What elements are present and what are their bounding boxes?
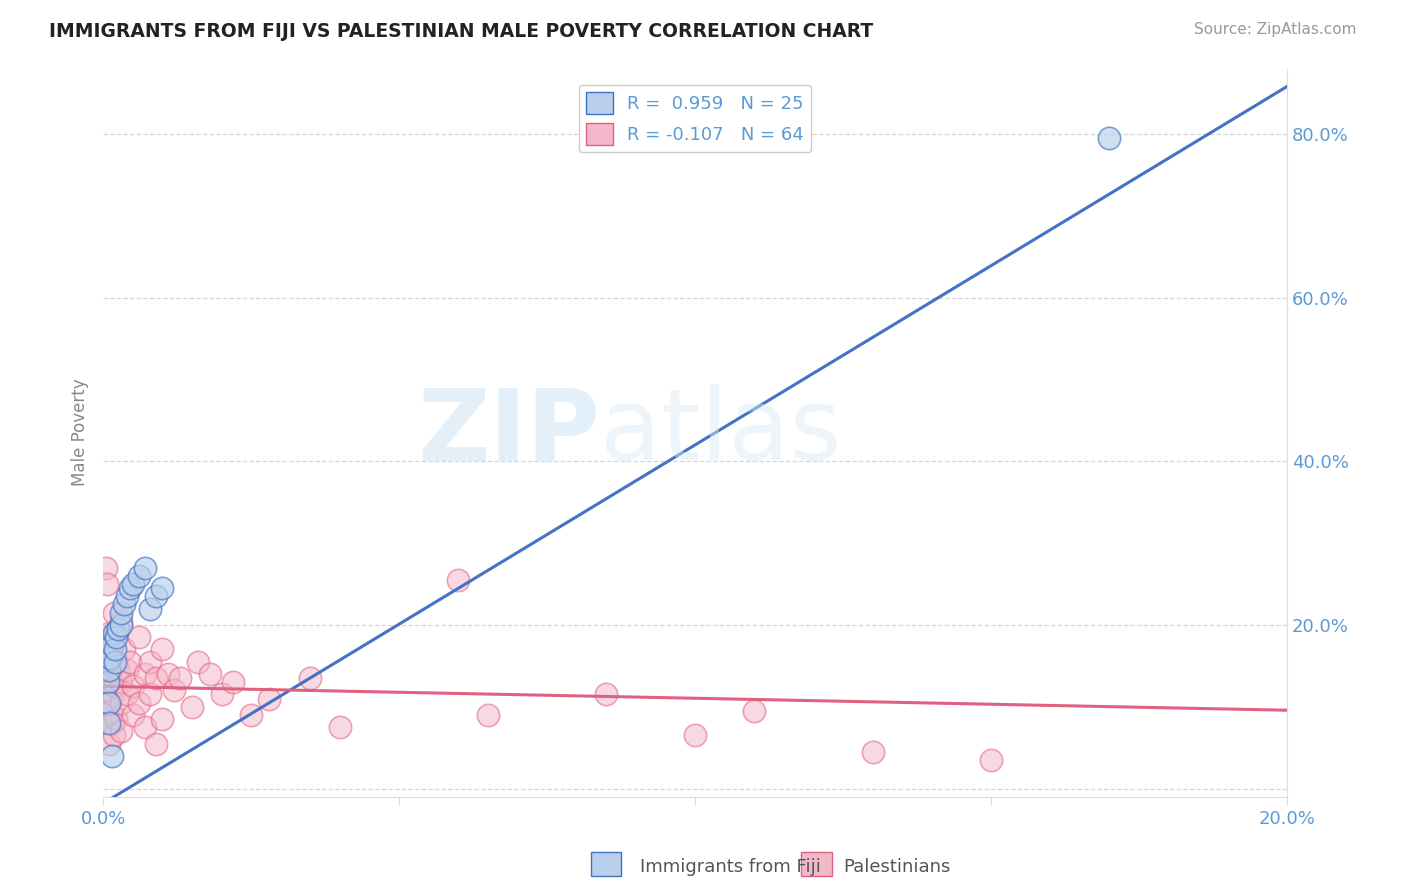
- Point: [98, 650, 121, 665]
- Point: [110, 606, 132, 620]
- Point: [97, 675, 120, 690]
- Point: [169, 671, 191, 685]
- Point: [115, 589, 138, 603]
- Point: [121, 707, 143, 722]
- Point: [94, 683, 117, 698]
- Point: [98, 626, 121, 640]
- Point: [96, 655, 118, 669]
- Point: [110, 618, 132, 632]
- Point: [104, 655, 127, 669]
- Point: [101, 748, 124, 763]
- Point: [211, 688, 233, 702]
- Point: [257, 691, 280, 706]
- Point: [150, 581, 173, 595]
- Point: [115, 663, 138, 677]
- Text: Palestinians: Palestinians: [844, 858, 950, 876]
- Point: [110, 675, 132, 690]
- Point: [299, 671, 322, 685]
- Point: [96, 716, 118, 731]
- Point: [121, 679, 143, 693]
- Point: [110, 696, 132, 710]
- Point: [477, 707, 499, 722]
- Point: [107, 663, 129, 677]
- Point: [121, 577, 143, 591]
- Point: [139, 655, 162, 669]
- Point: [98, 737, 121, 751]
- Point: [134, 720, 156, 734]
- Point: [110, 724, 132, 739]
- Point: [94, 707, 117, 722]
- Point: [100, 704, 122, 718]
- Point: [101, 639, 124, 653]
- Point: [93, 667, 115, 681]
- Point: [128, 569, 150, 583]
- Point: [103, 626, 125, 640]
- Point: [104, 679, 127, 693]
- Point: [240, 707, 263, 722]
- Point: [118, 581, 141, 595]
- Point: [118, 655, 141, 669]
- Point: [112, 598, 135, 612]
- Point: [447, 573, 470, 587]
- Point: [134, 667, 156, 681]
- Point: [222, 675, 245, 690]
- Point: [104, 626, 127, 640]
- Point: [98, 650, 121, 665]
- Point: [595, 688, 617, 702]
- Point: [980, 753, 1002, 767]
- Text: atlas: atlas: [600, 384, 842, 481]
- Point: [145, 671, 167, 685]
- Text: Source: ZipAtlas.com: Source: ZipAtlas.com: [1194, 22, 1357, 37]
- Point: [107, 622, 129, 636]
- Point: [103, 688, 125, 702]
- Point: [94, 696, 117, 710]
- Point: [105, 712, 128, 726]
- Point: [181, 699, 204, 714]
- Point: [150, 712, 173, 726]
- Point: [1098, 131, 1121, 145]
- Text: Immigrants from Fiji: Immigrants from Fiji: [640, 858, 821, 876]
- Point: [742, 704, 765, 718]
- Point: [94, 655, 117, 669]
- Point: [105, 655, 128, 669]
- Point: [98, 663, 121, 677]
- Point: [139, 688, 162, 702]
- Point: [103, 728, 125, 742]
- Point: [198, 667, 221, 681]
- Point: [94, 560, 117, 574]
- Point: [145, 737, 167, 751]
- Text: IMMIGRANTS FROM FIJI VS PALESTINIAN MALE POVERTY CORRELATION CHART: IMMIGRANTS FROM FIJI VS PALESTINIAN MALE…: [49, 22, 873, 41]
- Point: [101, 658, 124, 673]
- Point: [163, 683, 186, 698]
- Point: [145, 589, 167, 603]
- Point: [157, 667, 180, 681]
- Point: [98, 696, 121, 710]
- Point: [104, 642, 127, 657]
- Point: [110, 614, 132, 628]
- Point: [115, 688, 138, 702]
- Point: [128, 696, 150, 710]
- Point: [150, 642, 173, 657]
- Point: [101, 716, 124, 731]
- Point: [134, 560, 156, 574]
- Point: [98, 716, 121, 731]
- Point: [112, 642, 135, 657]
- Legend: R =  0.959   N = 25, R = -0.107   N = 64: R = 0.959 N = 25, R = -0.107 N = 64: [579, 85, 811, 153]
- Point: [128, 630, 150, 644]
- Point: [103, 606, 125, 620]
- Point: [98, 667, 121, 681]
- Y-axis label: Male Poverty: Male Poverty: [72, 379, 89, 486]
- Point: [683, 728, 706, 742]
- Point: [862, 745, 884, 759]
- Point: [329, 720, 352, 734]
- Point: [187, 655, 209, 669]
- Text: ZIP: ZIP: [418, 384, 600, 481]
- Point: [105, 630, 128, 644]
- Point: [97, 642, 120, 657]
- Point: [139, 601, 162, 615]
- Point: [97, 671, 120, 685]
- Point: [96, 577, 118, 591]
